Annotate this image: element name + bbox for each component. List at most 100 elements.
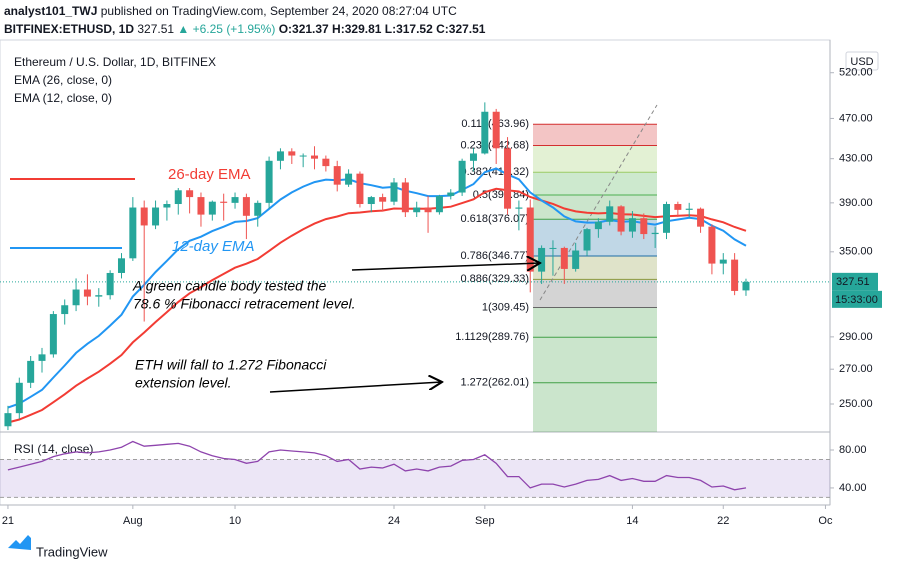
candle-body — [708, 226, 716, 264]
candle-body — [129, 207, 137, 259]
candle-body — [163, 204, 171, 208]
candle-body — [390, 182, 398, 202]
candle-body — [27, 360, 35, 383]
candle-body — [379, 197, 387, 202]
x-tick-label: 22 — [717, 515, 729, 527]
fib-label: 1(309.45) — [482, 301, 529, 313]
fib-band — [533, 382, 657, 432]
symbol-line: BITFINEX:ETHUSD, 1D 327.51 ▲ +6.25 (+1.9… — [4, 22, 486, 36]
legend-entry: EMA (12, close, 0) — [14, 91, 112, 105]
candle-body — [424, 207, 432, 213]
candle-body — [265, 160, 273, 203]
candle-body — [538, 247, 546, 272]
candle-body — [719, 259, 727, 264]
candle-body — [560, 247, 568, 269]
candle-body — [731, 259, 739, 291]
rsi-line — [7, 440, 747, 491]
annotation: 12-day EMA — [172, 238, 255, 255]
rsi-title: RSI (14, close) — [14, 442, 93, 456]
candle-body — [742, 281, 750, 291]
header-line: analyst101_TWJ published on TradingView.… — [4, 4, 457, 18]
fib-band — [533, 255, 657, 280]
candle-body — [322, 158, 330, 167]
candle-body — [526, 207, 534, 272]
candle-body — [549, 247, 557, 249]
candle-body — [594, 221, 602, 230]
candle-body — [697, 208, 705, 227]
candle-body — [504, 148, 512, 209]
x-tick-label: Sep — [475, 515, 495, 527]
candle-body — [276, 151, 284, 161]
fib-group: 0.114(463.96)0.236(442.68)0.382(417.32)0… — [455, 118, 657, 432]
candle-body — [288, 151, 296, 156]
candle-body — [208, 201, 216, 215]
fib-label: 1.1129(289.76) — [455, 331, 529, 343]
candle-body — [106, 272, 114, 296]
candle-body — [4, 413, 12, 427]
candle-body — [662, 204, 670, 233]
y-tick-label: 80.00 — [839, 444, 867, 456]
rsi-band — [0, 459, 830, 498]
annotation: 78.6 % Fibonacci retracement level. — [133, 296, 356, 312]
last: 327.51 — [137, 22, 174, 36]
candle-body — [311, 155, 319, 159]
footer: TradingView — [36, 544, 108, 559]
candle-body — [140, 207, 148, 226]
y-tick-label: 390.00 — [839, 197, 873, 209]
annotation: ETH will fall to 1.272 Fibonacci — [135, 357, 327, 373]
candle-body — [481, 111, 489, 154]
candle-body — [685, 208, 693, 210]
candle-body — [606, 206, 614, 222]
x-tick-label: Oc — [818, 515, 833, 527]
plot — [0, 102, 830, 431]
candle-body — [492, 111, 500, 149]
candle-body — [640, 218, 648, 235]
fib-label: 0.382(417.32) — [461, 166, 530, 178]
fib-label: 1.272(262.01) — [461, 377, 530, 389]
candle-body — [447, 192, 455, 196]
candle-body — [628, 218, 636, 232]
annotation: A green candle body tested the — [132, 278, 327, 294]
candle-body — [435, 195, 443, 213]
candle-body — [345, 173, 353, 185]
change: ▲ +6.25 (+1.95%) — [177, 22, 275, 36]
candle-body — [515, 207, 523, 209]
legend-entry: EMA (26, close, 0) — [14, 73, 112, 87]
candle-body — [61, 305, 69, 315]
fib-band — [533, 124, 657, 146]
annotation: 26-day EMA — [168, 166, 251, 183]
fib-label: 0.618(376.07) — [461, 213, 530, 225]
fib-band — [533, 279, 657, 308]
candle-body — [152, 207, 160, 226]
fib-band — [533, 337, 657, 383]
fib-band — [533, 172, 657, 195]
x-tick-label: 10 — [229, 515, 241, 527]
candle-body — [49, 314, 57, 355]
chart-title: Ethereum / U.S. Dollar, 1D, BITFINEX — [14, 55, 216, 69]
candle-body — [242, 197, 250, 216]
x-tick-label: 21 — [2, 515, 14, 527]
candle-body — [231, 197, 239, 203]
trend-line — [539, 104, 658, 301]
candle-body — [15, 382, 23, 414]
candle-body — [220, 201, 228, 203]
countdown-label: 15:33:00 — [835, 294, 878, 306]
candle-body — [333, 166, 341, 185]
y-tick-label: 250.00 — [839, 398, 873, 410]
candle-body — [583, 229, 591, 251]
y-tick-label: 430.00 — [839, 153, 873, 165]
y-tick-label: 290.00 — [839, 331, 873, 343]
ohlc: O:321.37 H:329.81 L:317.52 C:327.51 — [279, 22, 486, 36]
arrow — [351, 263, 540, 270]
y-tick-label: 40.00 — [839, 482, 867, 494]
currency: USD — [850, 56, 873, 68]
annotation: extension level. — [135, 375, 232, 391]
logo — [8, 535, 31, 550]
fib-band — [533, 145, 657, 173]
candle-body — [299, 155, 307, 157]
symbol: BITFINEX:ETHUSD, 1D — [4, 22, 134, 36]
currency-box — [845, 51, 879, 71]
arrow — [269, 382, 442, 393]
y-tick-label: 270.00 — [839, 363, 873, 375]
